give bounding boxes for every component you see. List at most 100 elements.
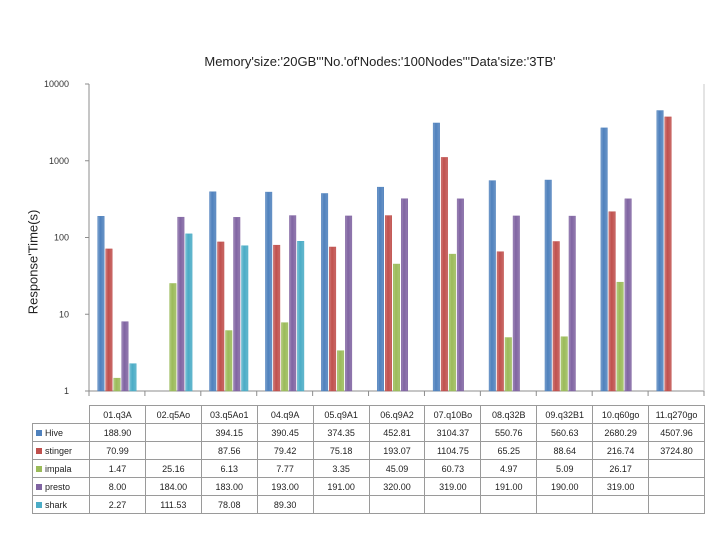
data-table: 01.q3A 02.q5Ao 03.q5Ao1 04.q9A 05.q9A1 06.q9A… [32,405,705,514]
bar-impala-07-q10bo [448,253,456,392]
data-label: 2.27 [89,495,146,514]
bar-shark-02-q5ao [185,233,193,392]
y-tick-label: 1 [64,386,69,396]
legend-entry: Hive [32,423,90,442]
bar-stinger-07-q10bo [440,157,448,392]
bar-hive-03-q5ao1 [209,191,217,392]
table-row: impala 1.47 25.16 6.13 7.77 3.35 45.09 60.73 4.9… [32,459,705,478]
bar-stinger-01-q3a [105,248,113,392]
x-tick-label: 08.q32B [480,405,538,424]
bar-impala-02-q5ao [169,283,177,392]
bar-hive-06-q9a2 [377,186,384,392]
data-label: 3724.80 [648,441,705,460]
chart-title: Memory'size:'20GB'''No.'of'Nodes:'100Nod… [204,54,556,69]
data-label: 26.17 [592,459,650,478]
bar-impala-03-q5ao1 [225,330,233,392]
data-label: 1.47 [89,459,146,478]
data-label: 3.35 [312,459,370,478]
data-label: 87.56 [200,441,258,460]
data-label [480,495,538,514]
legend-label: presto [45,481,71,492]
bar-hive-08-q32b [488,180,496,392]
bar-impala-04-q9a [281,322,289,392]
bar-presto-01-q3a [121,321,129,392]
bar-hive-11-q270go [656,110,664,392]
y-tick-label: 100 [54,233,69,243]
bar-hive-10-q60go [600,127,608,392]
data-label [648,459,705,478]
bar-presto-08-q32b [512,215,520,392]
legend-swatch [36,502,42,509]
data-label: 6.13 [200,459,258,478]
legend-swatch [36,484,42,491]
bar-shark-01-q3a [129,363,137,392]
data-label: 390.45 [256,423,314,442]
data-label: 319.00 [592,477,650,496]
data-label: 394.15 [200,423,258,442]
x-tick-label: 02.q5Ao [144,405,202,424]
table-header-row: 01.q3A 02.q5Ao 03.q5Ao1 04.q9A 05.q9A1 06.q9A… [33,405,705,424]
data-label [648,477,705,496]
bar-stinger-03-q5ao1 [217,241,225,392]
data-label: 70.99 [89,441,146,460]
table-corner-cell [33,406,90,424]
x-tick-label: 04.q9A [256,405,314,424]
x-tick-label: 03.q5Ao1 [200,405,258,424]
data-label: 4507.96 [648,423,705,442]
bar-impala-01-q3a [113,377,121,392]
data-label: 374.35 [312,423,370,442]
data-label: 191.00 [312,477,370,496]
data-label: 75.18 [312,441,370,460]
x-tick-label: 10.q60go [592,405,650,424]
y-tick-label: 10 [59,309,69,319]
y-tick-label: 10000 [44,79,69,89]
data-label: 183.00 [200,477,258,496]
bar-stinger-10-q60go [608,211,616,392]
data-label: 79.42 [256,441,314,460]
bar-presto-09-q32b1 [568,215,576,392]
x-tick-label: 01.q3A [89,405,146,424]
data-label: 7.77 [256,459,314,478]
bar-stinger-08-q32b [496,251,504,392]
data-label: 193.00 [256,477,314,496]
table-row: stinger 70.99 87.56 79.42 75.18 193.07 1104.75… [32,441,705,460]
data-label: 4.97 [480,459,538,478]
x-tick-label: 06.q9A2 [368,405,426,424]
bar-hive-09-q32b1 [544,179,552,392]
legend-entry: impala [32,459,90,478]
bar-presto-05-q9a1 [345,215,353,392]
bar-impala-10-q60go [616,281,624,392]
data-label: 111.53 [144,495,202,514]
data-label [368,495,426,514]
data-label: 560.63 [536,423,594,442]
bar-hive-05-q9a1 [321,193,329,392]
data-label: 193.07 [368,441,426,460]
bar-impala-05-q9a1 [337,350,345,392]
data-label: 88.64 [536,441,594,460]
x-tick-label: 05.q9A1 [312,405,370,424]
data-label: 184.00 [144,477,202,496]
data-label: 188.90 [89,423,146,442]
data-label [424,495,482,514]
data-label [144,423,202,442]
data-label: 3104.37 [424,423,482,442]
data-label: 45.09 [368,459,426,478]
bar-stinger-04-q9a [273,244,281,392]
x-tick-label: 07.q10Bo [424,405,482,424]
bar-hive-04-q9a [265,191,273,392]
legend-label: Hive [45,427,64,438]
x-tick-label: 09.q32B1 [536,405,594,424]
bar-shark-04-q9a [297,241,305,392]
data-label: 5.09 [536,459,594,478]
data-label: 452.81 [368,423,426,442]
bar-stinger-09-q32b1 [552,241,560,392]
bar-presto-10-q60go [624,198,632,392]
data-label [536,495,594,514]
data-label: 78.08 [200,495,258,514]
bar-shark-03-q5ao1 [241,245,249,392]
bar-stinger-11-q270go [664,116,672,392]
data-label [592,495,650,514]
data-label: 191.00 [480,477,538,496]
data-label: 319.00 [424,477,482,496]
